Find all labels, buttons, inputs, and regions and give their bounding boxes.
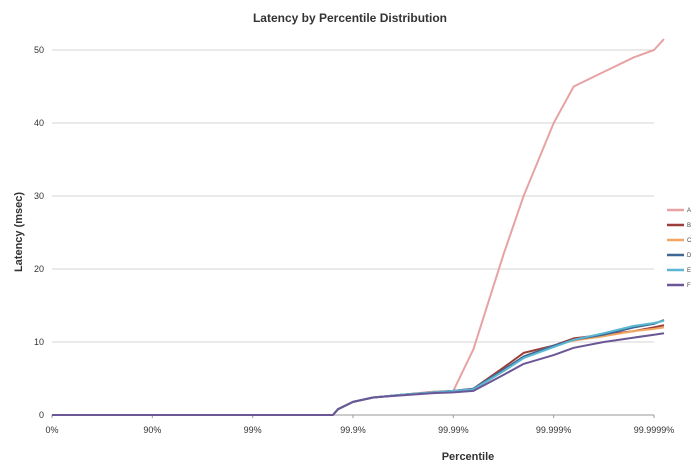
x-axis-label: Percentile	[442, 451, 495, 463]
x-tick-label: 99.999%	[536, 425, 572, 435]
legend-label-f: F	[687, 283, 691, 289]
y-tick-label: 0	[39, 410, 44, 420]
gridlines	[52, 49, 654, 343]
series-line-f	[52, 332, 665, 416]
y-tick-label: 20	[34, 264, 44, 274]
series-line-a	[52, 38, 665, 416]
chart-title: Latency by Percentile Distribution	[253, 11, 447, 25]
series-lines	[52, 38, 665, 416]
legend-label-c: C	[687, 238, 692, 244]
legend-label-a: A	[687, 208, 691, 214]
legend-label-e: E	[687, 268, 691, 274]
y-tick-label: 30	[34, 191, 44, 201]
axes: 0 10 20 30 40 50 0% 90% 99% 99.9% 99.99% 99.999% 99.…	[34, 45, 674, 435]
legend: A B C D E F	[667, 208, 692, 289]
y-axis-label: Latency (msec)	[13, 192, 25, 272]
x-tick-label: 99%	[244, 425, 262, 435]
legend-label-b: B	[687, 223, 691, 229]
x-tick-label: 90%	[143, 425, 161, 435]
y-tick-label: 50	[34, 45, 44, 55]
x-tick-label: 99.9999%	[634, 425, 675, 435]
y-tick-label: 40	[34, 118, 44, 128]
x-tick-label: 99.99%	[438, 425, 469, 435]
legend-label-d: D	[687, 253, 692, 259]
y-tick-label: 10	[34, 337, 44, 347]
x-tick-label: 0%	[45, 425, 58, 435]
x-tick-label: 99.9%	[340, 425, 366, 435]
